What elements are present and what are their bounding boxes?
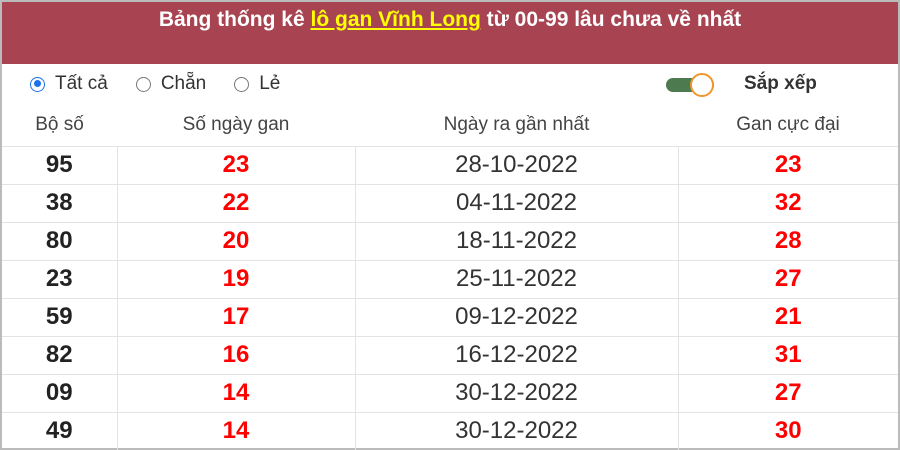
table-row: 80 20 18-11-2022 28 xyxy=(2,221,898,260)
cell-days: 16 xyxy=(116,335,355,374)
cell-max-gan: 27 xyxy=(677,259,898,298)
table-row: 82 16 16-12-2022 31 xyxy=(2,335,898,374)
cell-number: 59 xyxy=(2,297,117,336)
cell-last-date: 18-11-2022 xyxy=(354,221,678,260)
cell-number: 82 xyxy=(2,335,117,374)
cell-last-date: 04-11-2022 xyxy=(354,183,678,222)
cell-last-date: 30-12-2022 xyxy=(354,373,678,412)
table-header: Bộ số Số ngày gan Ngày ra gần nhất Gan c… xyxy=(2,104,898,146)
cell-number: 95 xyxy=(2,145,117,184)
header-ngay-ra: Ngày ra gần nhất xyxy=(443,113,590,135)
table-row: 95 23 28-10-2022 23 xyxy=(2,145,898,184)
cell-last-date: 16-12-2022 xyxy=(354,335,678,374)
cell-number: 80 xyxy=(2,221,117,260)
cell-max-gan: 27 xyxy=(677,373,898,412)
table-row: 23 19 25-11-2022 27 xyxy=(2,259,898,298)
cell-number: 09 xyxy=(2,373,117,412)
sort-toggle[interactable] xyxy=(666,73,732,97)
table-row: 59 17 09-12-2022 21 xyxy=(2,297,898,336)
cell-max-gan: 28 xyxy=(677,221,898,260)
table-row: 09 14 30-12-2022 27 xyxy=(2,373,898,412)
cell-days: 23 xyxy=(116,145,355,184)
header-bo-so: Bộ số xyxy=(35,113,84,135)
cell-days: 20 xyxy=(116,221,355,260)
title-prefix: Bảng thống kê xyxy=(158,8,311,31)
table-row: 49 14 30-12-2022 30 xyxy=(2,411,898,450)
title-suffix: từ 00-99 lâu chưa về nhất xyxy=(480,8,742,31)
radio-even[interactable]: Chẵn xyxy=(135,73,207,95)
cell-number: 38 xyxy=(2,183,117,222)
sort-label: Sắp xếp xyxy=(744,73,817,94)
page-title: Bảng thống kê lô gan Vĩnh Long từ 00-99 … xyxy=(2,2,898,64)
header-so-ngay-gan: Số ngày gan xyxy=(182,113,290,135)
cell-days: 17 xyxy=(116,297,355,336)
cell-days: 19 xyxy=(116,259,355,298)
cell-max-gan: 21 xyxy=(677,297,898,336)
lo-gan-table: Bộ số Số ngày gan Ngày ra gần nhất Gan c… xyxy=(2,104,898,450)
radio-even-label: Chẵn xyxy=(160,73,207,94)
cell-days: 14 xyxy=(116,411,355,450)
lo-gan-link[interactable]: lô gan Vĩnh Long xyxy=(310,8,481,31)
radio-odd-label: Lẻ xyxy=(259,73,281,94)
cell-max-gan: 30 xyxy=(677,411,898,450)
radio-odd[interactable]: Lẻ xyxy=(234,73,280,95)
radio-unchecked-icon[interactable] xyxy=(135,76,151,92)
radio-unchecked-icon[interactable] xyxy=(234,76,250,92)
cell-days: 14 xyxy=(116,373,355,412)
cell-last-date: 28-10-2022 xyxy=(354,145,678,184)
cell-number: 23 xyxy=(2,259,117,298)
radio-checked-icon[interactable] xyxy=(30,76,45,92)
cell-max-gan: 23 xyxy=(677,145,898,184)
radio-all-label: Tất cả xyxy=(55,73,108,94)
cell-max-gan: 31 xyxy=(677,335,898,374)
cell-last-date: 25-11-2022 xyxy=(354,259,678,298)
cell-max-gan: 32 xyxy=(677,183,898,222)
filter-bar: Tất cả Chẵn Lẻ Sắp xếp xyxy=(2,64,898,104)
cell-number: 49 xyxy=(2,411,117,450)
header-gan-cuc-dai: Gan cực đại xyxy=(736,113,840,135)
cell-days: 22 xyxy=(116,183,355,222)
cell-last-date: 30-12-2022 xyxy=(354,411,678,450)
table-row: 38 22 04-11-2022 32 xyxy=(2,183,898,222)
cell-last-date: 09-12-2022 xyxy=(354,297,678,336)
radio-all[interactable]: Tất cả xyxy=(30,73,108,95)
toggle-knob[interactable] xyxy=(690,73,714,97)
